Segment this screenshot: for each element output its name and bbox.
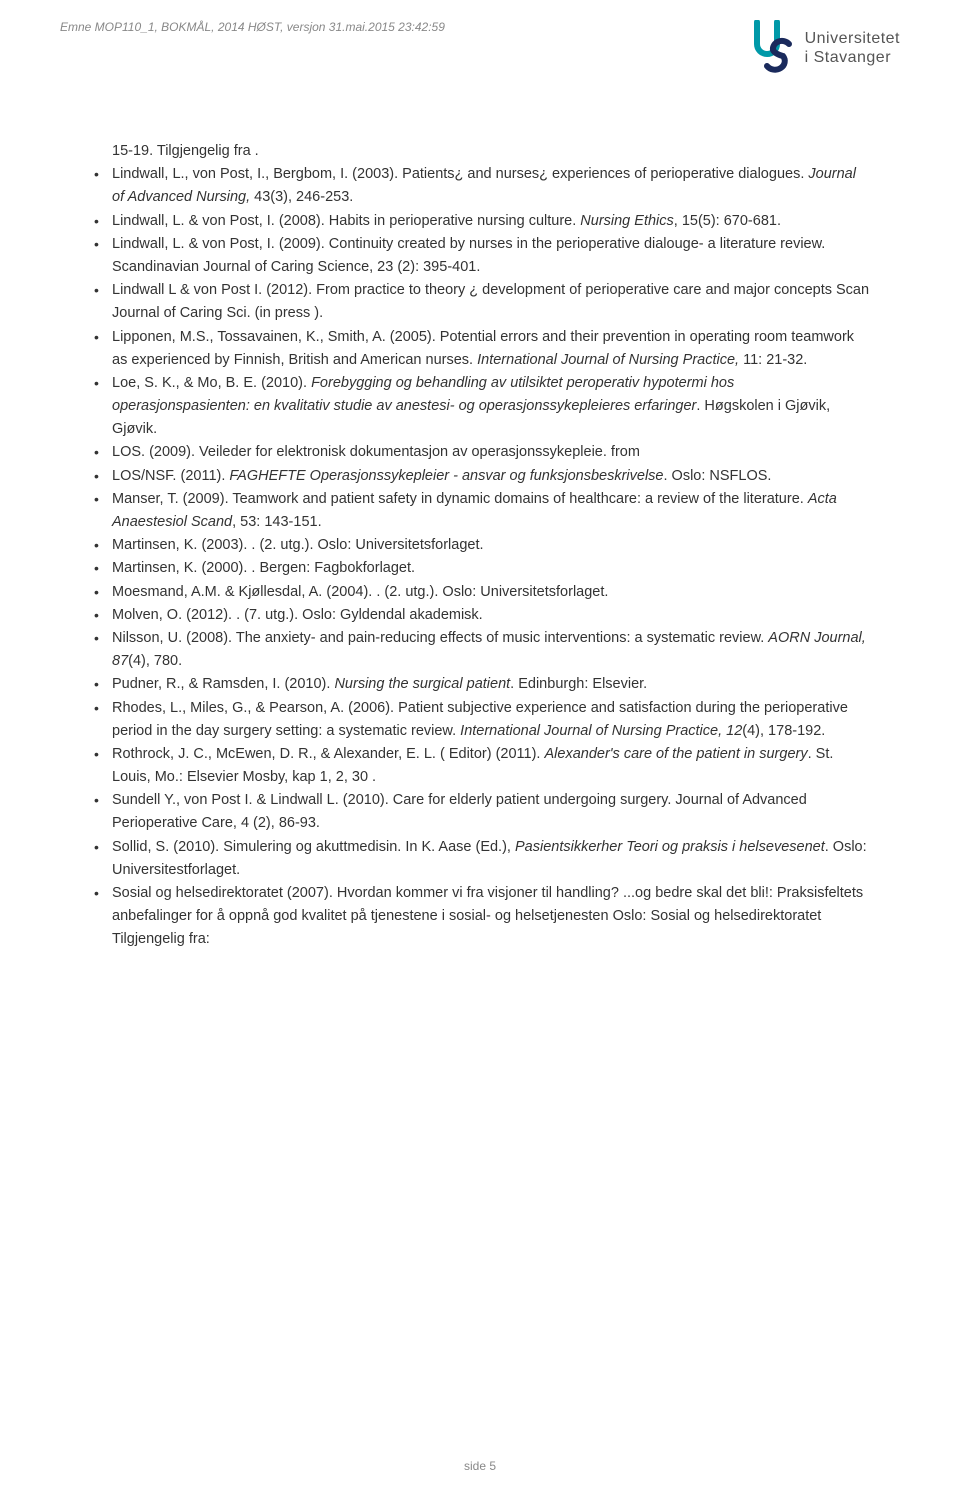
university-line1: Universitetet bbox=[805, 29, 900, 48]
reference-item: Sundell Y., von Post I. & Lindwall L. (2… bbox=[90, 789, 870, 835]
university-line2: i Stavanger bbox=[805, 48, 900, 67]
reference-item: LOS. (2009). Veileder for elektronisk do… bbox=[90, 441, 870, 464]
us-logo-icon bbox=[751, 20, 795, 76]
document-meta: Emne MOP110_1, BOKMÅL, 2014 HØST, versjo… bbox=[60, 20, 445, 34]
reference-item: Sosial og helsedirektoratet (2007). Hvor… bbox=[90, 882, 870, 952]
reference-item: Pudner, R., & Ramsden, I. (2010). Nursin… bbox=[90, 673, 870, 696]
reference-item: Moesmand, A.M. & Kjøllesdal, A. (2004). … bbox=[90, 581, 870, 604]
university-logo: Universitetet i Stavanger bbox=[751, 20, 900, 76]
reference-item: Martinsen, K. (2003). . (2. utg.). Oslo:… bbox=[90, 534, 870, 557]
reference-item: Lindwall, L., von Post, I., Bergbom, I. … bbox=[90, 163, 870, 209]
reference-item: Molven, O. (2012). . (7. utg.). Oslo: Gy… bbox=[90, 604, 870, 627]
reference-list: Lindwall, L., von Post, I., Bergbom, I. … bbox=[90, 163, 870, 951]
university-name: Universitetet i Stavanger bbox=[805, 29, 900, 67]
continuation-fragment: 15-19. Tilgjengelig fra . bbox=[112, 140, 870, 163]
reference-item: LOS/NSF. (2011). FAGHEFTE Operasjonssyke… bbox=[90, 465, 870, 488]
reference-item: Rothrock, J. C., McEwen, D. R., & Alexan… bbox=[90, 743, 870, 789]
reference-item: Loe, S. K., & Mo, B. E. (2010). Forebygg… bbox=[90, 372, 870, 442]
reference-item: Lindwall, L. & von Post, I. (2008). Habi… bbox=[90, 210, 870, 233]
page-number: side 5 bbox=[0, 1459, 960, 1473]
reference-item: Sollid, S. (2010). Simulering og akuttme… bbox=[90, 836, 870, 882]
reference-item: Nilsson, U. (2008). The anxiety- and pai… bbox=[90, 627, 870, 673]
reference-item: Manser, T. (2009). Teamwork and patient … bbox=[90, 488, 870, 534]
reference-item: Martinsen, K. (2000). . Bergen: Fagbokfo… bbox=[90, 557, 870, 580]
reference-item: Lipponen, M.S., Tossavainen, K., Smith, … bbox=[90, 326, 870, 372]
page-header: Emne MOP110_1, BOKMÅL, 2014 HØST, versjo… bbox=[60, 20, 900, 76]
reference-item: Rhodes, L., Miles, G., & Pearson, A. (20… bbox=[90, 697, 870, 743]
document-body: 15-19. Tilgjengelig fra . Lindwall, L., … bbox=[90, 140, 870, 952]
reference-item: Lindwall L & von Post I. (2012). From pr… bbox=[90, 279, 870, 325]
reference-item: Lindwall, L. & von Post, I. (2009). Cont… bbox=[90, 233, 870, 279]
